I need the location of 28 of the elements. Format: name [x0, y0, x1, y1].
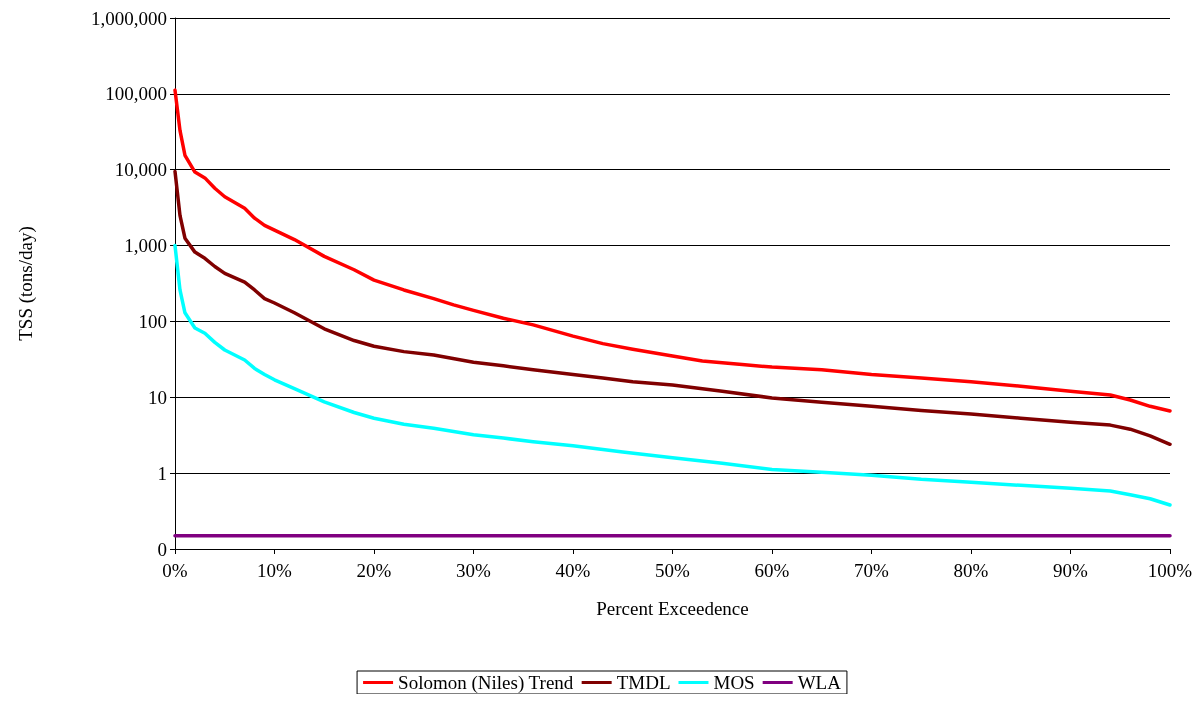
- x-tick-label: 100%: [1147, 560, 1193, 581]
- line-series: [173, 243, 1172, 507]
- line-series: [173, 169, 1172, 447]
- legend-label: Solomon (Niles) Trend: [398, 672, 574, 694]
- x-tick-label: 20%: [356, 560, 392, 581]
- x-tick-label: 70%: [854, 560, 890, 581]
- y-tick-label: 1,000: [124, 235, 167, 257]
- y-tick-label: 1: [157, 462, 167, 484]
- y-tick-label: 100: [138, 310, 167, 332]
- line-series: [173, 88, 1172, 413]
- legend-label: MOS: [713, 672, 755, 693]
- x-tick-label: 0%: [162, 560, 188, 581]
- x-tick-label: 80%: [953, 560, 989, 581]
- legend-label: WLA: [797, 672, 842, 693]
- y-tick-label: 10: [148, 386, 167, 408]
- x-axis-title: Percent Exceedence: [596, 598, 749, 619]
- x-tick-label: 10%: [257, 560, 293, 581]
- x-tick-label: 40%: [555, 560, 591, 581]
- y-axis-title: TSS (tons/day): [15, 226, 37, 341]
- y-tick-label: 100,000: [105, 83, 167, 105]
- x-tick-label: 30%: [456, 560, 492, 581]
- y-tick-label: 0: [157, 538, 167, 560]
- y-tick-label: 10,000: [114, 159, 167, 181]
- x-tick-label: 90%: [1053, 560, 1089, 581]
- x-tick-label: 60%: [754, 560, 790, 581]
- x-tick-label: 50%: [655, 560, 691, 581]
- legend-label: TMDL: [616, 672, 671, 693]
- y-tick-label: 1,000,000: [91, 7, 167, 29]
